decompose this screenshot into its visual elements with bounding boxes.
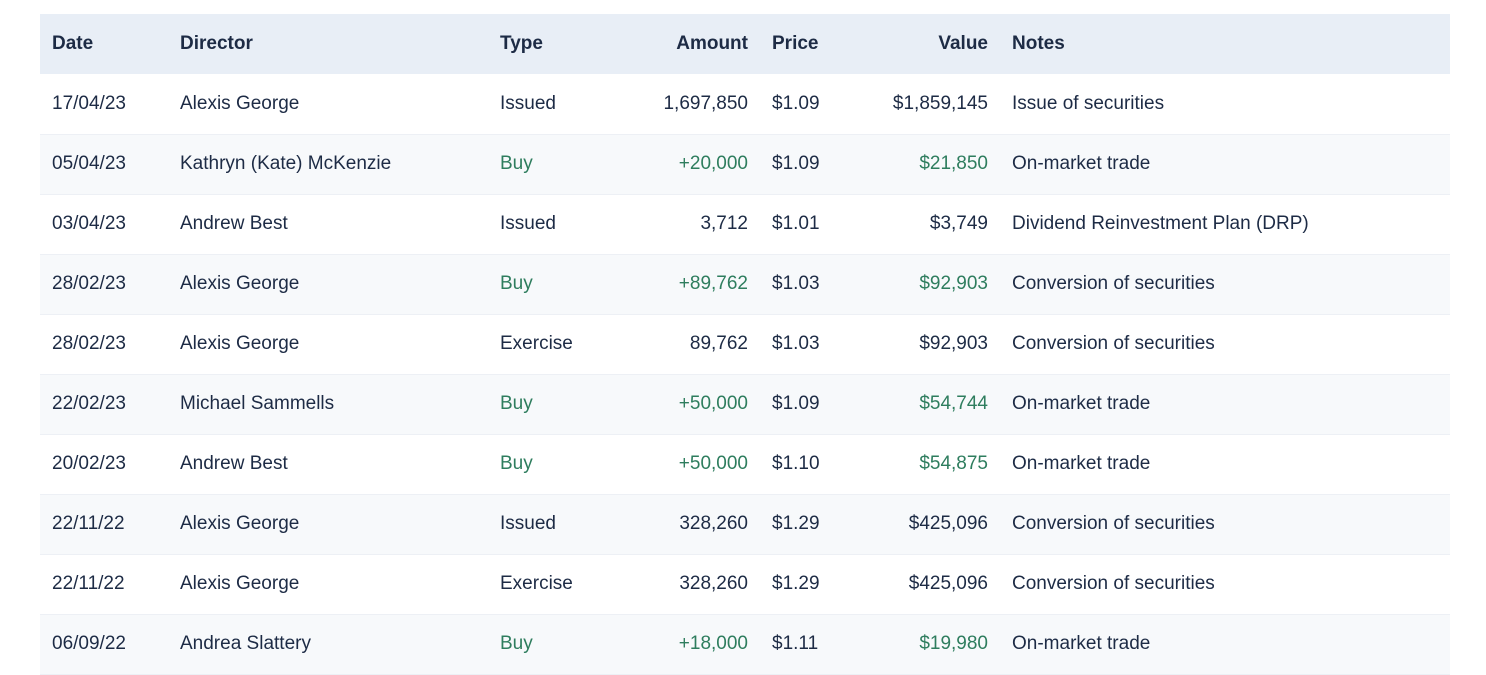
column-header-date: Date [40, 14, 168, 74]
cell-date: 22/02/23 [52, 393, 126, 414]
cell-director: Kathryn (Kate) McKenzie [180, 153, 392, 174]
cell-value: $1,859,145 [892, 92, 988, 114]
cell-director: Alexis George [180, 513, 300, 534]
cell-type: Issued [500, 92, 556, 114]
column-header-value: Value [864, 14, 1000, 74]
cell-director: Alexis George [180, 273, 300, 294]
table-row: 20/02/23 Andrew Best Buy +50,000 $1.10 $54,87… [40, 434, 1450, 494]
director-transactions-table-wrap: Date Director Type Amount Price Value Notes 17… [40, 14, 1450, 675]
cell-date: 28/02/23 [52, 333, 126, 354]
table-body: 17/04/23 Alexis George Issued 1,697,850 $1.0… [40, 74, 1450, 674]
cell-price: $1.09 [772, 393, 820, 414]
cell-amount: +50,000 [678, 453, 748, 474]
cell-date: 28/02/23 [52, 273, 126, 294]
cell-notes: Conversion of securities [1012, 513, 1215, 534]
column-header-director: Director [168, 14, 488, 74]
cell-amount: 3,712 [700, 213, 748, 234]
cell-amount: 1,697,850 [663, 92, 748, 114]
cell-director: Alexis George [180, 333, 300, 354]
cell-notes: Conversion of securities [1012, 333, 1215, 354]
cell-notes: Conversion of securities [1012, 273, 1215, 294]
table-row: 28/02/23 Alexis George Buy +89,762 $1.03 $92,… [40, 254, 1450, 314]
cell-date: 20/02/23 [52, 453, 126, 474]
cell-director: Andrew Best [180, 453, 288, 474]
cell-value: $3,749 [929, 213, 988, 234]
cell-notes: On-market trade [1012, 153, 1151, 174]
cell-director: Andrea Slattery [180, 633, 311, 654]
cell-amount: +50,000 [678, 393, 748, 414]
cell-notes: On-market trade [1012, 633, 1151, 654]
cell-price: $1.09 [772, 92, 820, 114]
cell-type: Buy [500, 453, 533, 474]
cell-type: Buy [500, 153, 533, 174]
cell-date: 22/11/22 [52, 513, 125, 534]
cell-type: Exercise [500, 333, 573, 354]
cell-amount: 328,260 [679, 573, 748, 594]
cell-price: $1.10 [772, 453, 820, 474]
cell-value: $54,744 [919, 393, 988, 414]
cell-type: Buy [500, 273, 533, 294]
cell-amount: +89,762 [678, 273, 748, 294]
cell-date: 17/04/23 [52, 92, 126, 114]
column-header-type: Type [488, 14, 632, 74]
table-row: 17/04/23 Alexis George Issued 1,697,850 $1.0… [40, 74, 1450, 134]
cell-type: Issued [500, 213, 556, 234]
cell-date: 03/04/23 [52, 213, 126, 234]
cell-notes: Conversion of securities [1012, 573, 1215, 594]
cell-value: $19,980 [919, 633, 988, 654]
cell-amount: 89,762 [689, 333, 748, 354]
cell-value: $425,096 [908, 513, 988, 534]
column-header-notes: Notes [1000, 14, 1450, 74]
cell-type: Issued [500, 513, 556, 534]
header-row: Date Director Type Amount Price Value Notes [40, 14, 1450, 74]
cell-type: Exercise [500, 573, 573, 594]
table-row: 03/04/23 Andrew Best Issued 3,712 $1.01 $3,74… [40, 194, 1450, 254]
cell-price: $1.29 [772, 573, 820, 594]
cell-notes: On-market trade [1012, 453, 1151, 474]
cell-director: Andrew Best [180, 213, 288, 234]
table-row: 05/04/23 Kathryn (Kate) McKenzie Buy +20,00… [40, 134, 1450, 194]
cell-date: 22/11/22 [52, 573, 125, 594]
cell-notes: On-market trade [1012, 393, 1151, 414]
cell-price: $1.01 [772, 213, 820, 234]
column-header-price: Price [760, 14, 864, 74]
cell-price: $1.11 [772, 633, 819, 654]
cell-director: Alexis George [180, 92, 300, 114]
cell-amount: +20,000 [678, 153, 748, 174]
table-row: 22/02/23 Michael Sammells Buy +50,000 $1.09 $… [40, 374, 1450, 434]
cell-value: $54,875 [919, 453, 988, 474]
cell-type: Buy [500, 393, 533, 414]
cell-price: $1.09 [772, 153, 820, 174]
cell-price: $1.03 [772, 273, 820, 294]
column-header-amount: Amount [632, 14, 760, 74]
cell-value: $21,850 [919, 153, 988, 174]
cell-director: Michael Sammells [180, 393, 335, 414]
cell-date: 06/09/22 [52, 633, 126, 654]
cell-amount: 328,260 [679, 513, 748, 534]
director-transactions-table: Date Director Type Amount Price Value Notes 17… [40, 14, 1450, 675]
cell-date: 05/04/23 [52, 153, 126, 174]
cell-amount: +18,000 [678, 633, 748, 654]
cell-notes: Issue of securities [1012, 92, 1165, 114]
cell-price: $1.03 [772, 333, 820, 354]
table-row: 22/11/22 Alexis George Exercise 328,260 $1.2… [40, 554, 1450, 614]
table-row: 06/09/22 Andrea Slattery Buy +18,000 $1.11 $1… [40, 614, 1450, 674]
cell-value: $425,096 [908, 573, 988, 594]
cell-type: Buy [500, 633, 533, 654]
table-row: 28/02/23 Alexis George Exercise 89,762 $1.03… [40, 314, 1450, 374]
cell-price: $1.29 [772, 513, 820, 534]
cell-value: $92,903 [919, 273, 988, 294]
table-row: 22/11/22 Alexis George Issued 328,260 $1.29 $… [40, 494, 1450, 554]
cell-director: Alexis George [180, 573, 300, 594]
cell-value: $92,903 [919, 333, 988, 354]
cell-notes: Dividend Reinvestment Plan (DRP) [1012, 213, 1309, 234]
